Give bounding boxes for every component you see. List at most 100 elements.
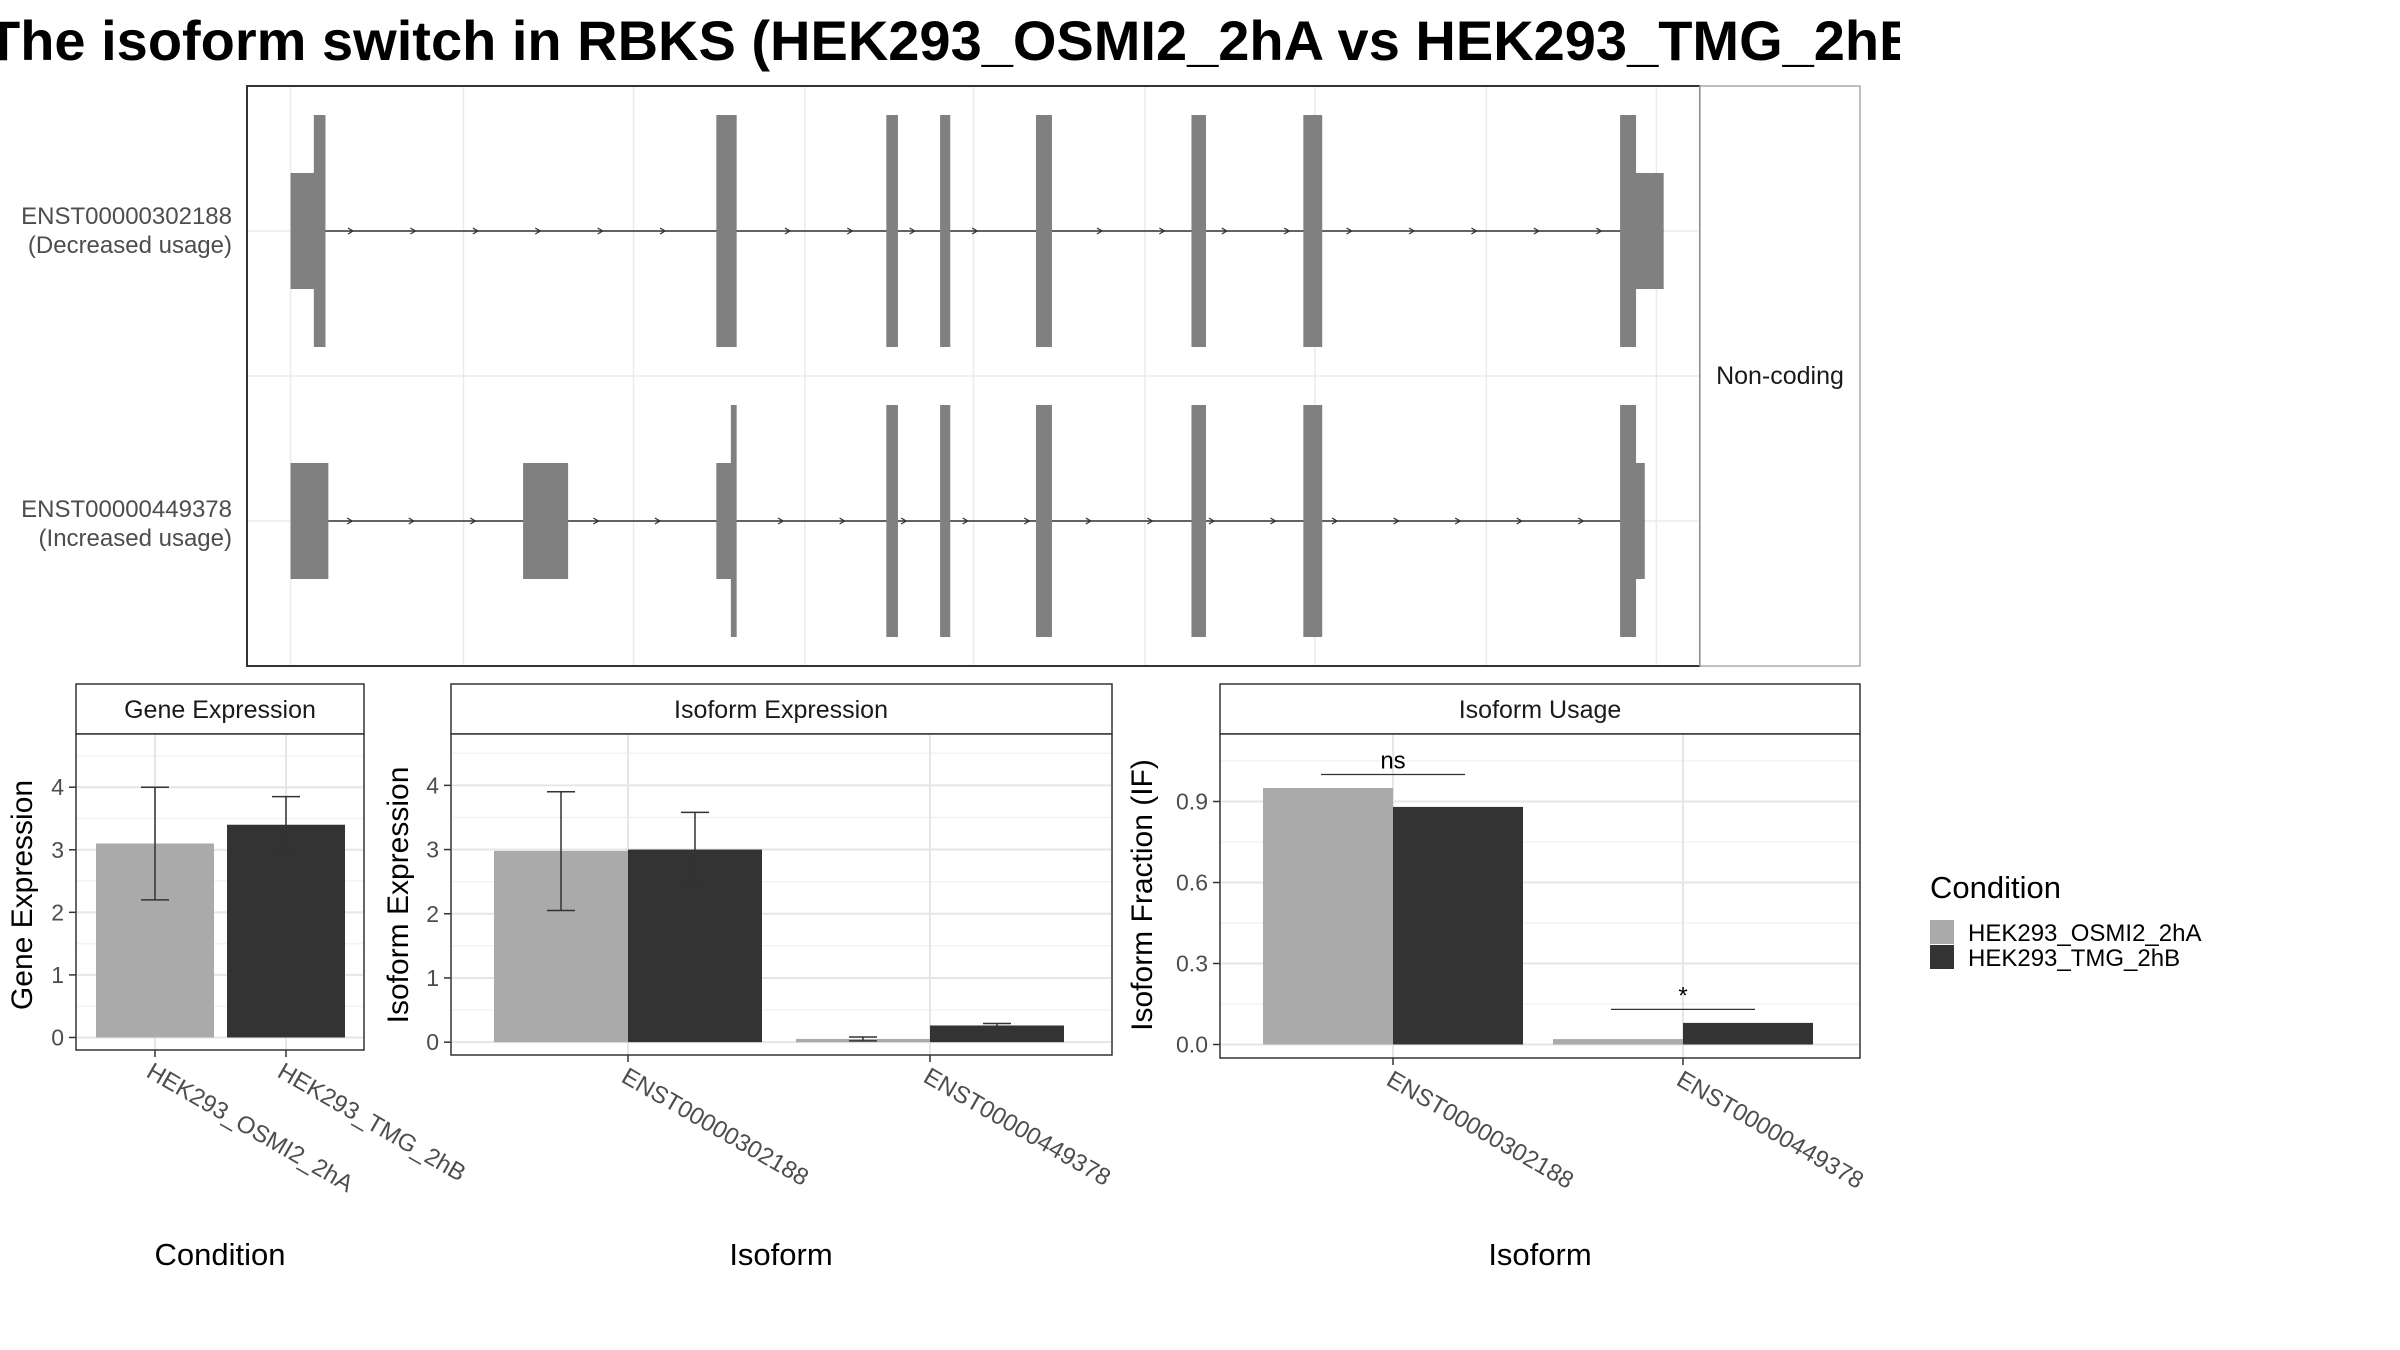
- exon: [1303, 405, 1323, 637]
- y-tick-label: 0.9: [1176, 789, 1208, 815]
- intron-direction-arrow: [346, 517, 354, 525]
- legend-swatch-cond-b: [1930, 945, 1954, 969]
- intron-direction-arrow: [410, 227, 417, 235]
- y-tick-label: 4: [426, 772, 439, 798]
- legend-swatch-cond-a: [1930, 920, 1954, 944]
- legend-label: HEK293_TMG_2hB: [1968, 945, 2180, 972]
- exon: [1631, 463, 1645, 579]
- bar: [1393, 806, 1523, 1045]
- intron-direction-arrow: [1283, 227, 1291, 235]
- intron-direction-arrow: [1023, 517, 1031, 525]
- transcript-track: [290, 405, 1645, 637]
- y-tick-label: 4: [51, 774, 64, 800]
- exon: [886, 405, 898, 637]
- intron-direction-arrow: [469, 517, 477, 525]
- y-tick-label: 2: [51, 899, 64, 925]
- y-tick-label: 2: [426, 901, 439, 927]
- y-tick-label: 1: [51, 962, 64, 988]
- intron-direction-arrow: [900, 517, 908, 525]
- significance-label: ns: [1380, 748, 1405, 775]
- isoform-expression-panel: Isoform Expression 0 1 2 3 4 ENST00000302188 E…: [382, 683, 1115, 1272]
- exon: [886, 115, 898, 347]
- gene-structure-panel: Non-coding ENST00000302188 (Decreased us…: [21, 85, 1861, 667]
- intron-direction-arrow: [1577, 517, 1585, 525]
- intron-direction-arrow: [909, 227, 916, 235]
- exon: [1303, 115, 1323, 347]
- exon: [523, 463, 569, 579]
- intron-direction-arrow: [1346, 227, 1353, 235]
- x-tick-label: ENST00000302188: [1382, 1066, 1578, 1195]
- intron-direction-arrow: [472, 227, 480, 235]
- isoform-usage-panel: Isoform Usage 0.0 0.3 0.6 0.9 ENST0000030218…: [1126, 683, 1868, 1272]
- intron-direction-arrow: [1393, 517, 1400, 525]
- intron-direction-arrow: [784, 227, 792, 235]
- facet-strip-label: Non-coding: [1716, 362, 1844, 390]
- y-tick-label: 1: [426, 965, 439, 991]
- intron-direction-arrow: [1454, 517, 1462, 525]
- intron-direction-arrow: [1408, 227, 1416, 235]
- intron-direction-arrow: [962, 517, 969, 525]
- exon: [730, 405, 737, 637]
- intron-direction-arrow: [1147, 517, 1154, 525]
- intron-direction-arrow: [846, 227, 854, 235]
- exon: [1035, 115, 1052, 347]
- exon: [716, 115, 737, 347]
- intron-direction-arrow: [839, 517, 846, 525]
- transcript-id-label: ENST00000302188: [21, 203, 232, 230]
- bar: [1263, 788, 1393, 1045]
- exon: [290, 463, 329, 579]
- y-tick-label: 0: [426, 1029, 439, 1055]
- x-axis-label: Condition: [155, 1237, 286, 1272]
- legend-label: HEK293_OSMI2_2hA: [1968, 920, 2201, 947]
- intron-direction-arrow: [654, 517, 662, 525]
- x-axis-label: Isoform: [729, 1237, 832, 1272]
- intron-direction-arrow: [1595, 227, 1603, 235]
- y-tick-label: 0: [51, 1024, 64, 1050]
- bar: [930, 1025, 1064, 1043]
- exon: [1035, 405, 1052, 637]
- intron-direction-arrow: [1331, 517, 1339, 525]
- facet-strip-label: Isoform Usage: [1459, 696, 1622, 724]
- intron-direction-arrow: [534, 227, 542, 235]
- exon: [313, 115, 326, 347]
- facet-strip: [75, 683, 365, 735]
- intron-direction-arrow: [1516, 517, 1523, 525]
- x-tick-label: ENST00000302188: [617, 1063, 813, 1192]
- y-tick-label: 0.0: [1176, 1032, 1208, 1058]
- y-tick-label: 0.6: [1176, 870, 1208, 896]
- intron-direction-arrow: [347, 227, 355, 235]
- legend-title: Condition: [1930, 870, 2061, 905]
- facet-strip: [1699, 85, 1861, 667]
- intron-direction-arrow: [777, 517, 785, 525]
- x-tick-label: HEK293_OSMI2_2hA: [142, 1058, 358, 1198]
- x-axis-label: Isoform: [1488, 1237, 1591, 1272]
- intron-direction-arrow: [408, 517, 415, 525]
- y-tick-label: 0.3: [1176, 951, 1208, 977]
- intron-direction-arrow: [597, 227, 604, 235]
- intron-direction-arrow: [1270, 517, 1277, 525]
- intron-direction-arrow: [971, 227, 979, 235]
- exon: [940, 405, 951, 637]
- intron-direction-arrow: [1096, 227, 1104, 235]
- intron-direction-arrow: [593, 517, 600, 525]
- y-axis-label: Isoform Fraction (IF): [1126, 759, 1159, 1031]
- facet-strip: [1219, 683, 1861, 735]
- intron-direction-arrow: [1159, 227, 1166, 235]
- significance-label: *: [1678, 982, 1687, 1009]
- x-tick-label: ENST00000449378: [919, 1063, 1115, 1192]
- exon: [1631, 173, 1664, 289]
- exon: [1191, 405, 1206, 637]
- exon: [940, 115, 951, 347]
- bar: [1553, 1039, 1683, 1045]
- y-tick-label: 3: [426, 837, 439, 863]
- y-tick-label: 3: [51, 837, 64, 863]
- facet-strip-label: Gene Expression: [124, 696, 316, 724]
- y-axis-label: Gene Expression: [6, 780, 39, 1010]
- intron-direction-arrow: [1208, 517, 1216, 525]
- bar: [1683, 1022, 1813, 1045]
- transcript-usage-label: (Decreased usage): [28, 232, 232, 259]
- exon: [1191, 115, 1206, 347]
- intron-direction-arrow: [1221, 227, 1229, 235]
- intron-direction-arrow: [1085, 517, 1093, 525]
